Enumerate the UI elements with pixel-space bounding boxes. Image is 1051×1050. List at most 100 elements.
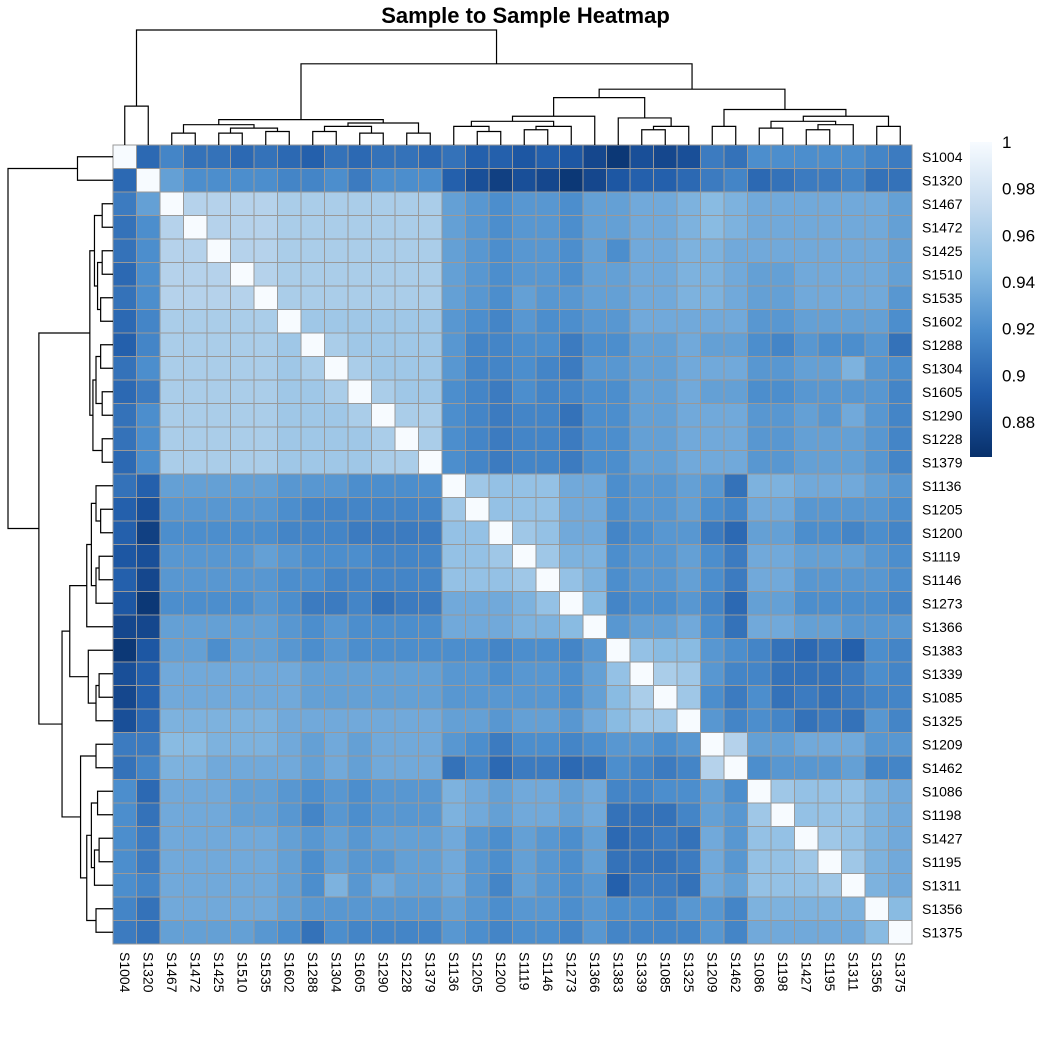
heatmap-cell	[277, 285, 302, 310]
heatmap-cell	[277, 708, 302, 733]
heatmap-cell	[512, 779, 537, 804]
heatmap-cell	[206, 544, 231, 569]
heatmap-cell	[183, 567, 208, 592]
heatmap-cell	[817, 168, 842, 193]
heatmap-cell	[206, 779, 231, 804]
heatmap-cell	[488, 403, 513, 428]
colorbar	[970, 142, 992, 457]
heatmap-cell	[747, 826, 772, 851]
heatmap-cell	[159, 544, 184, 569]
column-label: S1304	[328, 952, 344, 993]
dendrogram-branch	[218, 119, 384, 125]
column-label: S1288	[305, 952, 321, 993]
heatmap-cell	[253, 779, 278, 804]
heatmap-cell	[300, 614, 325, 639]
heatmap-cell	[817, 309, 842, 334]
heatmap-cell	[864, 309, 889, 334]
heatmap-cell	[841, 285, 866, 310]
dendrogram-branch	[69, 585, 89, 678]
heatmap-cell	[324, 755, 349, 780]
heatmap-cell	[817, 732, 842, 757]
heatmap-cell	[418, 379, 443, 404]
heatmap-cell	[347, 238, 372, 263]
heatmap-cell	[136, 567, 161, 592]
heatmap-cell	[747, 379, 772, 404]
heatmap-cell	[300, 332, 325, 357]
heatmap-cell	[394, 708, 419, 733]
heatmap-cell	[535, 309, 560, 334]
heatmap-cell	[183, 403, 208, 428]
heatmap-cell	[371, 873, 396, 898]
heatmap-cell	[864, 262, 889, 287]
heatmap-cell	[606, 638, 631, 663]
heatmap-cell	[676, 497, 701, 522]
heatmap-cell	[700, 497, 725, 522]
heatmap-cell	[418, 591, 443, 616]
heatmap-cell	[559, 520, 584, 545]
heatmap-cell	[159, 826, 184, 851]
heatmap-cell	[206, 168, 231, 193]
heatmap-cell	[300, 685, 325, 710]
heatmap-cell	[465, 755, 490, 780]
heatmap-cell	[324, 379, 349, 404]
row-label: S1366	[922, 619, 963, 635]
heatmap-cell	[864, 285, 889, 310]
heatmap-cell	[112, 567, 137, 592]
heatmap-cell	[159, 614, 184, 639]
heatmap-cell	[300, 191, 325, 216]
heatmap-cell	[559, 215, 584, 240]
heatmap-cell	[700, 661, 725, 686]
heatmap-cell	[324, 732, 349, 757]
heatmap-cell	[629, 403, 654, 428]
heatmap-cell	[606, 544, 631, 569]
heatmap-cell	[394, 779, 419, 804]
heatmap-cell	[535, 285, 560, 310]
heatmap-cell	[465, 849, 490, 874]
heatmap-cell	[300, 356, 325, 381]
heatmap-cell	[559, 920, 584, 945]
heatmap-cell	[535, 826, 560, 851]
heatmap-cell	[300, 826, 325, 851]
heatmap-cell	[230, 661, 255, 686]
heatmap-cell	[653, 191, 678, 216]
heatmap-cell	[441, 826, 466, 851]
heatmap-cell	[676, 191, 701, 216]
heatmap-cell	[277, 661, 302, 686]
heatmap-cell	[371, 638, 396, 663]
heatmap-cell	[136, 591, 161, 616]
heatmap-cell	[159, 191, 184, 216]
heatmap-cell	[559, 873, 584, 898]
heatmap-cell	[794, 849, 819, 874]
heatmap-cell	[394, 661, 419, 686]
heatmap-cell	[747, 544, 772, 569]
heatmap-cell	[488, 544, 513, 569]
heatmap-cell	[747, 755, 772, 780]
heatmap-cell	[794, 896, 819, 921]
heatmap-cell	[770, 544, 795, 569]
heatmap-cell	[629, 285, 654, 310]
row-label: S1383	[922, 642, 963, 658]
row-label: S1195	[922, 854, 962, 870]
heatmap-cell	[394, 520, 419, 545]
heatmap-cell	[582, 614, 607, 639]
heatmap-cell	[324, 309, 349, 334]
heatmap-cell	[441, 379, 466, 404]
heatmap-cell	[183, 802, 208, 827]
heatmap-cell	[770, 638, 795, 663]
heatmap-cell	[888, 567, 913, 592]
heatmap-cell	[347, 144, 372, 169]
heatmap-cell	[888, 262, 913, 287]
heatmap-cell	[206, 356, 231, 381]
dendrogram-branch	[758, 127, 784, 145]
heatmap-cell	[159, 638, 184, 663]
dendrogram-branch	[7, 167, 78, 530]
heatmap-cell	[817, 708, 842, 733]
heatmap-cell	[559, 567, 584, 592]
heatmap-cell	[629, 591, 654, 616]
heatmap-cell	[559, 144, 584, 169]
heatmap-cell	[441, 191, 466, 216]
heatmap-cell	[371, 849, 396, 874]
heatmap-cell	[183, 638, 208, 663]
heatmap-cell	[277, 591, 302, 616]
heatmap-cell	[418, 685, 443, 710]
